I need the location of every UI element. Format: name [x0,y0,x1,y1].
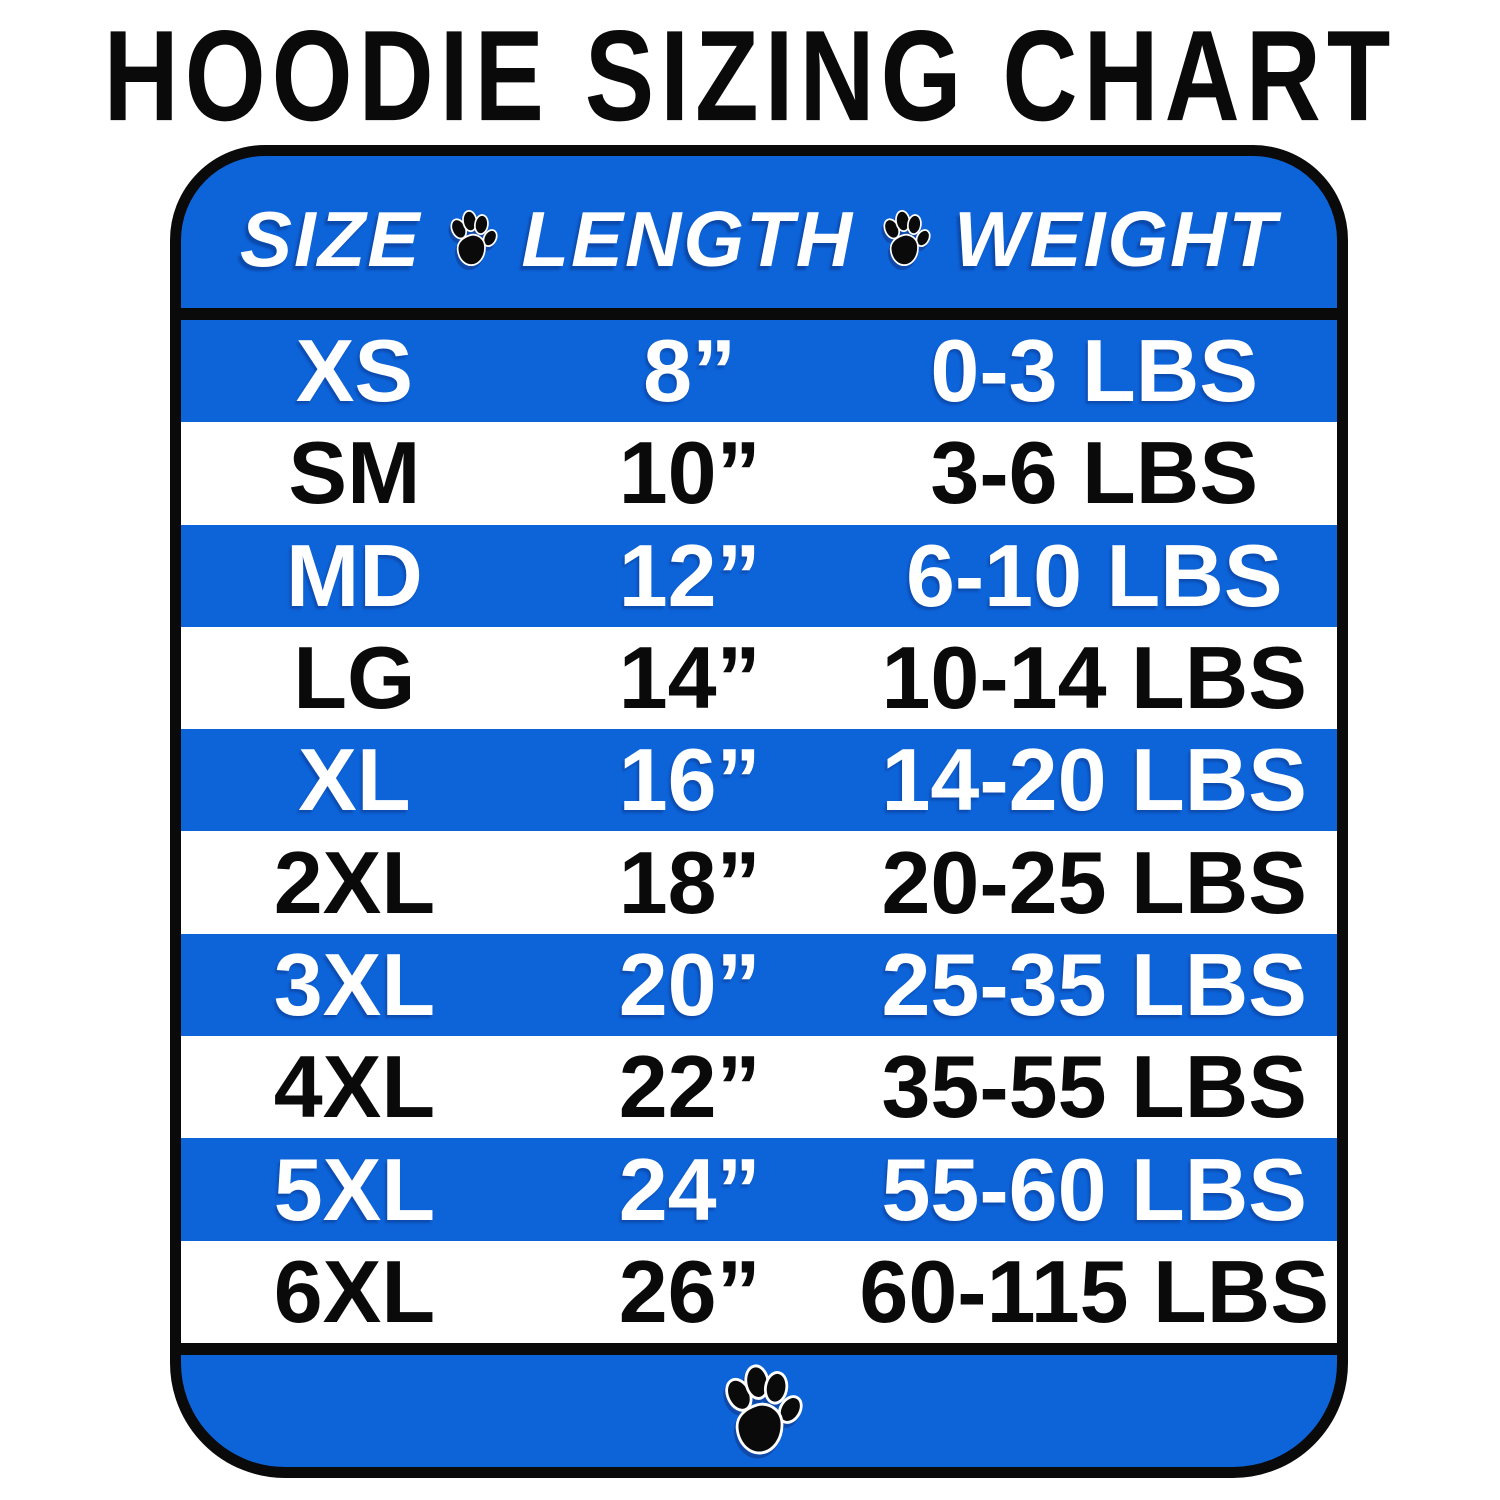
table-row: SM 10” 3-6 LBS [181,422,1337,525]
size-cell: XS [295,321,414,421]
length-cell: 12” [618,525,761,625]
table-row: LG 14” 10-14 LBS [181,626,1337,730]
length-cell: 16” [618,730,761,830]
col-header-size: SIZE [240,195,422,283]
page-title: HOODIE SIZING CHART [103,4,1397,149]
table-row: XS 8” 0-3 LBS [181,320,1337,423]
paw-icon [443,206,499,272]
table-row: 4XL 22” 35-55 LBS [181,1036,1337,1139]
length-cell: 22” [618,1037,761,1137]
weight-cell: 60-115 LBS [859,1241,1330,1341]
size-cell: MD [285,525,423,625]
size-cell: 2XL [273,832,436,932]
weight-cell: 55-60 LBS [881,1139,1307,1239]
footer-divider-bar [181,1343,1337,1355]
weight-cell: 6-10 LBS [905,525,1283,625]
table-row: MD 12” 6-10 LBS [181,524,1337,627]
paw-icon [876,206,932,272]
table-row: 6XL 26” 60-115 LBS [181,1240,1337,1343]
size-cell: XL [298,730,411,830]
weight-cell: 3-6 LBS [930,423,1259,523]
weight-cell: 14-20 LBS [881,730,1307,830]
size-cell: LG [293,628,416,728]
length-cell: 26” [618,1241,761,1341]
weight-cell: 0-3 LBS [930,321,1259,421]
size-cell: 4XL [273,1037,436,1137]
weight-cell: 10-14 LBS [881,628,1307,728]
table-row: 2XL 18” 20-25 LBS [181,831,1337,934]
length-cell: 8” [643,321,737,421]
header-divider-bar [181,308,1337,320]
size-cell: SM [288,423,421,523]
weight-cell: 35-55 LBS [881,1037,1307,1137]
table-header-row: SIZE LENGTH [181,156,1337,308]
length-cell: 14” [618,628,761,728]
table-row: XL 16” 14-20 LBS [181,729,1337,832]
size-cell: 6XL [273,1241,436,1341]
length-cell: 18” [618,832,761,932]
table-row: 5XL 24” 55-60 LBS [181,1138,1337,1241]
table-row: 3XL 20” 25-35 LBS [181,933,1337,1037]
size-cell: 3XL [273,934,436,1034]
sizing-card: SIZE LENGTH [170,145,1348,1478]
weight-cell: 25-35 LBS [881,934,1307,1034]
col-header-weight: WEIGHT [954,195,1278,283]
length-cell: 24” [618,1139,761,1239]
length-cell: 20” [618,934,761,1034]
weight-cell: 20-25 LBS [881,832,1307,932]
card-footer [181,1355,1337,1467]
paw-icon [713,1358,805,1464]
table-body: XS 8” 0-3 LBS SM 10” 3-6 LBS MD 12” 6-10… [181,320,1337,1343]
length-cell: 10” [618,423,761,523]
col-header-length: LENGTH [521,195,855,283]
size-cell: 5XL [273,1139,436,1239]
